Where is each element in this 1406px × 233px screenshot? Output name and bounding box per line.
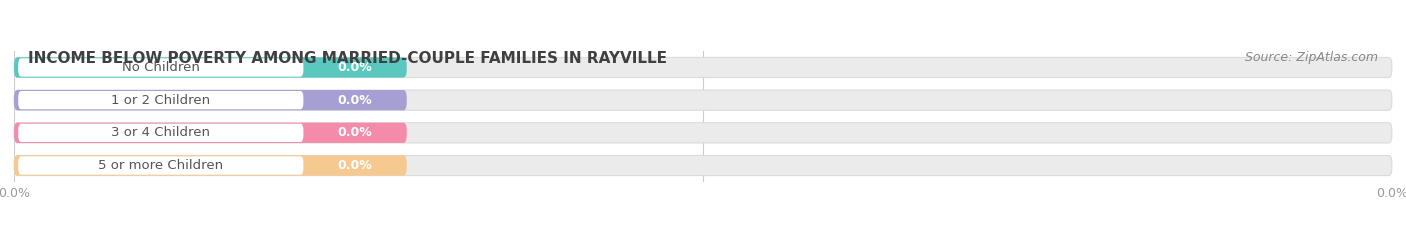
Text: 5 or more Children: 5 or more Children — [98, 159, 224, 172]
Text: 1 or 2 Children: 1 or 2 Children — [111, 94, 211, 107]
Text: 3 or 4 Children: 3 or 4 Children — [111, 126, 211, 139]
Text: 0.0%: 0.0% — [337, 94, 373, 107]
FancyBboxPatch shape — [18, 58, 304, 77]
Text: Source: ZipAtlas.com: Source: ZipAtlas.com — [1246, 51, 1378, 64]
FancyBboxPatch shape — [18, 124, 304, 142]
Text: INCOME BELOW POVERTY AMONG MARRIED-COUPLE FAMILIES IN RAYVILLE: INCOME BELOW POVERTY AMONG MARRIED-COUPL… — [28, 51, 666, 66]
FancyBboxPatch shape — [14, 90, 406, 110]
FancyBboxPatch shape — [14, 155, 1392, 176]
FancyBboxPatch shape — [14, 57, 406, 78]
FancyBboxPatch shape — [14, 57, 1392, 78]
FancyBboxPatch shape — [14, 123, 406, 143]
Text: 0.0%: 0.0% — [337, 126, 373, 139]
FancyBboxPatch shape — [18, 156, 304, 175]
FancyBboxPatch shape — [14, 123, 1392, 143]
FancyBboxPatch shape — [18, 91, 304, 109]
Text: 0.0%: 0.0% — [337, 159, 373, 172]
FancyBboxPatch shape — [14, 155, 406, 176]
Text: 0.0%: 0.0% — [337, 61, 373, 74]
FancyBboxPatch shape — [14, 90, 1392, 110]
Text: No Children: No Children — [122, 61, 200, 74]
